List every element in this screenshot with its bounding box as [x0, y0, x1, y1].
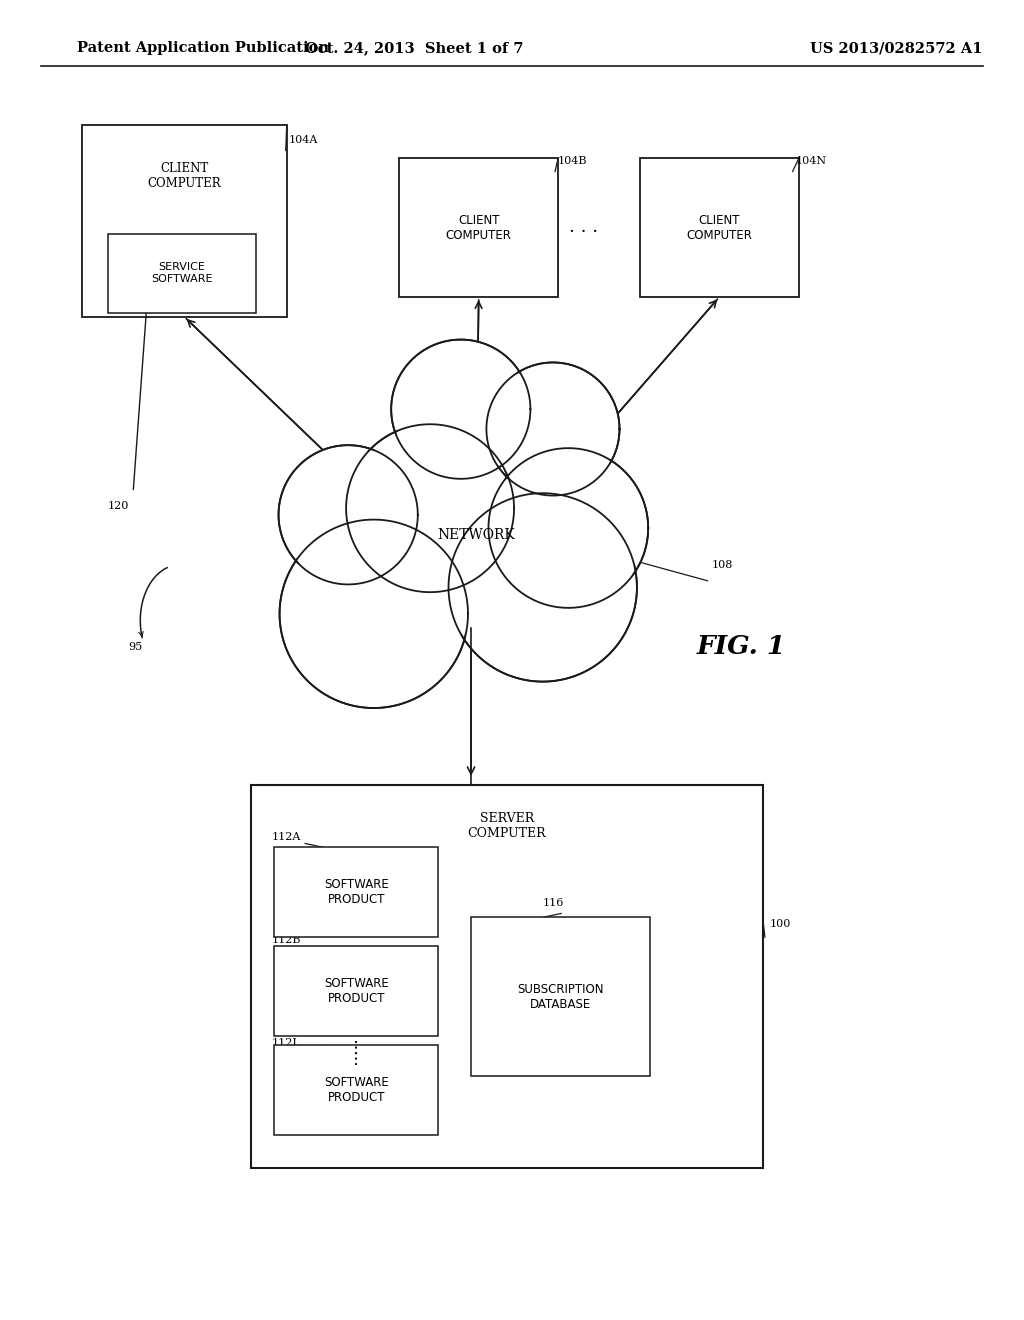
Polygon shape	[391, 339, 530, 479]
Bar	[274, 946, 438, 1036]
Ellipse shape	[492, 451, 645, 605]
Ellipse shape	[394, 342, 527, 477]
Text: 112L: 112L	[271, 1038, 300, 1048]
Text: SOFTWARE
PRODUCT: SOFTWARE PRODUCT	[324, 878, 389, 907]
Bar	[274, 1045, 438, 1135]
Bar	[640, 158, 799, 297]
Polygon shape	[346, 424, 514, 593]
Text: 104A: 104A	[289, 135, 318, 145]
Text: 95: 95	[128, 642, 142, 652]
Text: 108: 108	[712, 560, 733, 570]
Ellipse shape	[284, 523, 464, 705]
Bar	[82, 125, 287, 317]
Ellipse shape	[282, 447, 415, 582]
Text: 100: 100	[770, 919, 792, 929]
Text: FIG. 1: FIG. 1	[696, 635, 785, 659]
Polygon shape	[280, 520, 468, 708]
Text: Patent Application Publication: Patent Application Publication	[77, 41, 329, 55]
Text: . . .: . . .	[569, 218, 598, 236]
Text: SUBSCRIPTION
DATABASE: SUBSCRIPTION DATABASE	[517, 982, 604, 1011]
Text: SOFTWARE
PRODUCT: SOFTWARE PRODUCT	[324, 977, 389, 1006]
Text: SOFTWARE
PRODUCT: SOFTWARE PRODUCT	[324, 1076, 389, 1105]
Text: 116: 116	[543, 898, 564, 908]
Text: 112B: 112B	[271, 935, 301, 945]
Text: SERVICE
SOFTWARE: SERVICE SOFTWARE	[151, 263, 213, 284]
Ellipse shape	[489, 366, 616, 492]
Text: CLIENT
COMPUTER: CLIENT COMPUTER	[147, 162, 221, 190]
Polygon shape	[486, 363, 620, 495]
Ellipse shape	[453, 496, 633, 678]
Bar	[274, 847, 438, 937]
Text: CLIENT
COMPUTER: CLIENT COMPUTER	[445, 214, 512, 242]
Text: 120: 120	[108, 500, 129, 511]
Polygon shape	[279, 445, 418, 585]
Polygon shape	[488, 447, 648, 609]
Bar	[251, 785, 763, 1168]
Polygon shape	[449, 494, 637, 681]
Text: 112A: 112A	[271, 832, 301, 842]
Ellipse shape	[349, 428, 511, 589]
Text: NETWORK: NETWORK	[437, 528, 515, 541]
Bar	[108, 234, 256, 313]
Text: Oct. 24, 2013  Sheet 1 of 7: Oct. 24, 2013 Sheet 1 of 7	[305, 41, 524, 55]
Text: 104N: 104N	[796, 156, 826, 166]
Bar	[471, 917, 650, 1076]
Text: SERVER
COMPUTER: SERVER COMPUTER	[468, 812, 546, 840]
Text: 104B: 104B	[558, 156, 588, 166]
Bar	[399, 158, 558, 297]
Text: CLIENT
COMPUTER: CLIENT COMPUTER	[686, 214, 753, 242]
Text: US 2013/0282572 A1: US 2013/0282572 A1	[810, 41, 982, 55]
